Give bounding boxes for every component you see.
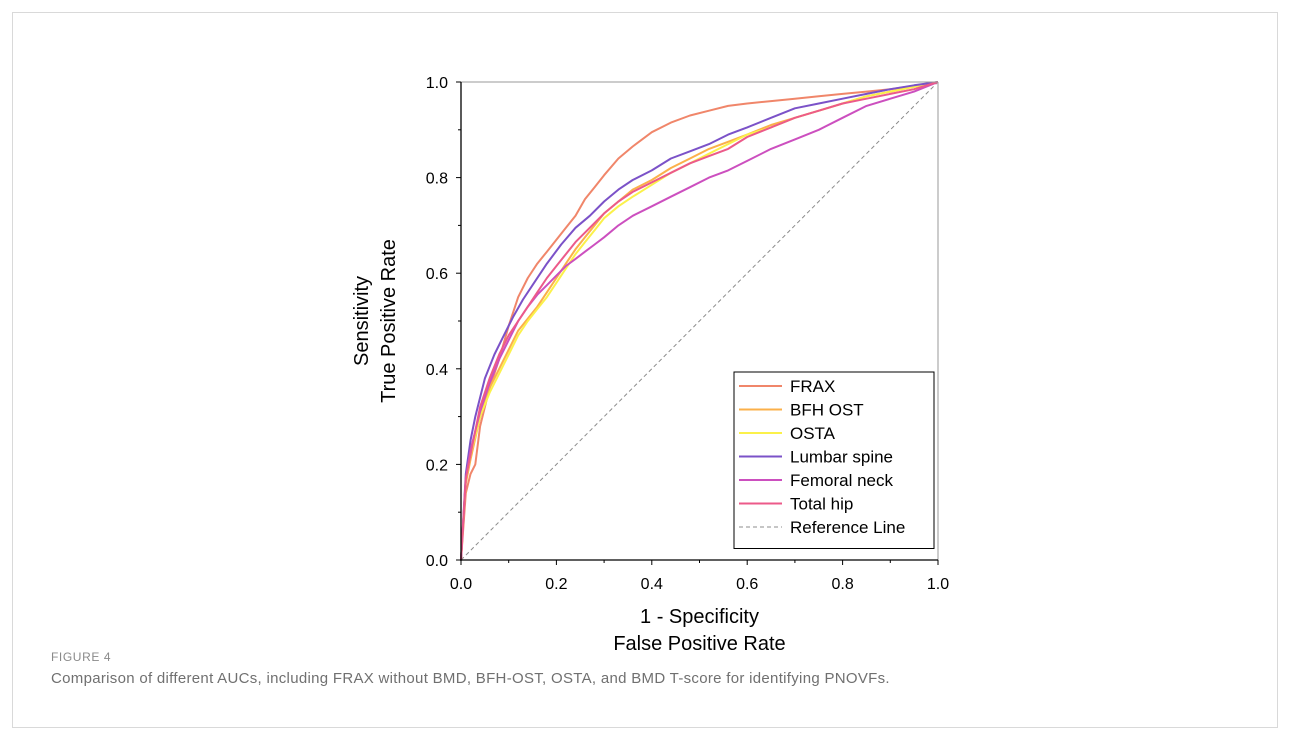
y-tick-label: 0.6 [426, 266, 448, 283]
x-tick-label: 0.4 [641, 576, 663, 593]
legend-label: OSTA [790, 424, 836, 443]
y-tick-label: 0.0 [426, 553, 448, 570]
figure-caption: Comparison of different AUCs, including … [51, 670, 890, 687]
series-line-reference-line [460, 81, 939, 561]
legend-label: Femoral neck [790, 471, 893, 490]
y-tick-label: 0.4 [426, 362, 448, 379]
tick-labels: 0.0 0.2 0.4 0.6 0.8 1.0 0.0 0.2 0.4 0.6 0.8 1.0 [426, 75, 949, 593]
x-tick-label: 0.6 [736, 576, 758, 593]
legend-box [733, 371, 935, 549]
axes [456, 81, 939, 565]
x-tick-label: 1.0 [927, 576, 949, 593]
y-tick-label: 1.0 [426, 75, 448, 92]
x-tick-label: 0.8 [831, 576, 853, 593]
series-line-lumbar-spine [460, 81, 939, 561]
x-tick-label: 0.2 [545, 576, 567, 593]
y-axis-label: Sensitivity [351, 276, 373, 366]
series-line-total-hip [460, 81, 939, 561]
axis-labels: 1 - Specificity False Positive Rate Sensit… [351, 239, 786, 655]
legend-label: BFH OST [790, 401, 864, 420]
plot-content [460, 81, 939, 561]
y-tick-label: 0.8 [426, 171, 448, 188]
figure-frame [12, 12, 1278, 728]
legend-label: FRAX [790, 377, 835, 396]
legend-label: Lumbar spine [790, 448, 893, 467]
legend: FRAX BFH OST OSTA Lumbar spine Femoral neck T… [733, 371, 935, 549]
x-tick-label: 0.0 [450, 576, 472, 593]
series-line-femoral-neck [460, 81, 939, 561]
y-tick-label: 0.2 [426, 457, 448, 474]
x-axis-label: False Positive Rate [613, 633, 785, 655]
legend-label: Total hip [790, 495, 853, 514]
legend-label: Reference Line [790, 518, 905, 537]
y-axis-label: True Positive Rate [378, 239, 400, 403]
figure-label: FIGURE 4 [51, 650, 112, 664]
x-axis-label: 1 - Specificity [640, 606, 759, 628]
